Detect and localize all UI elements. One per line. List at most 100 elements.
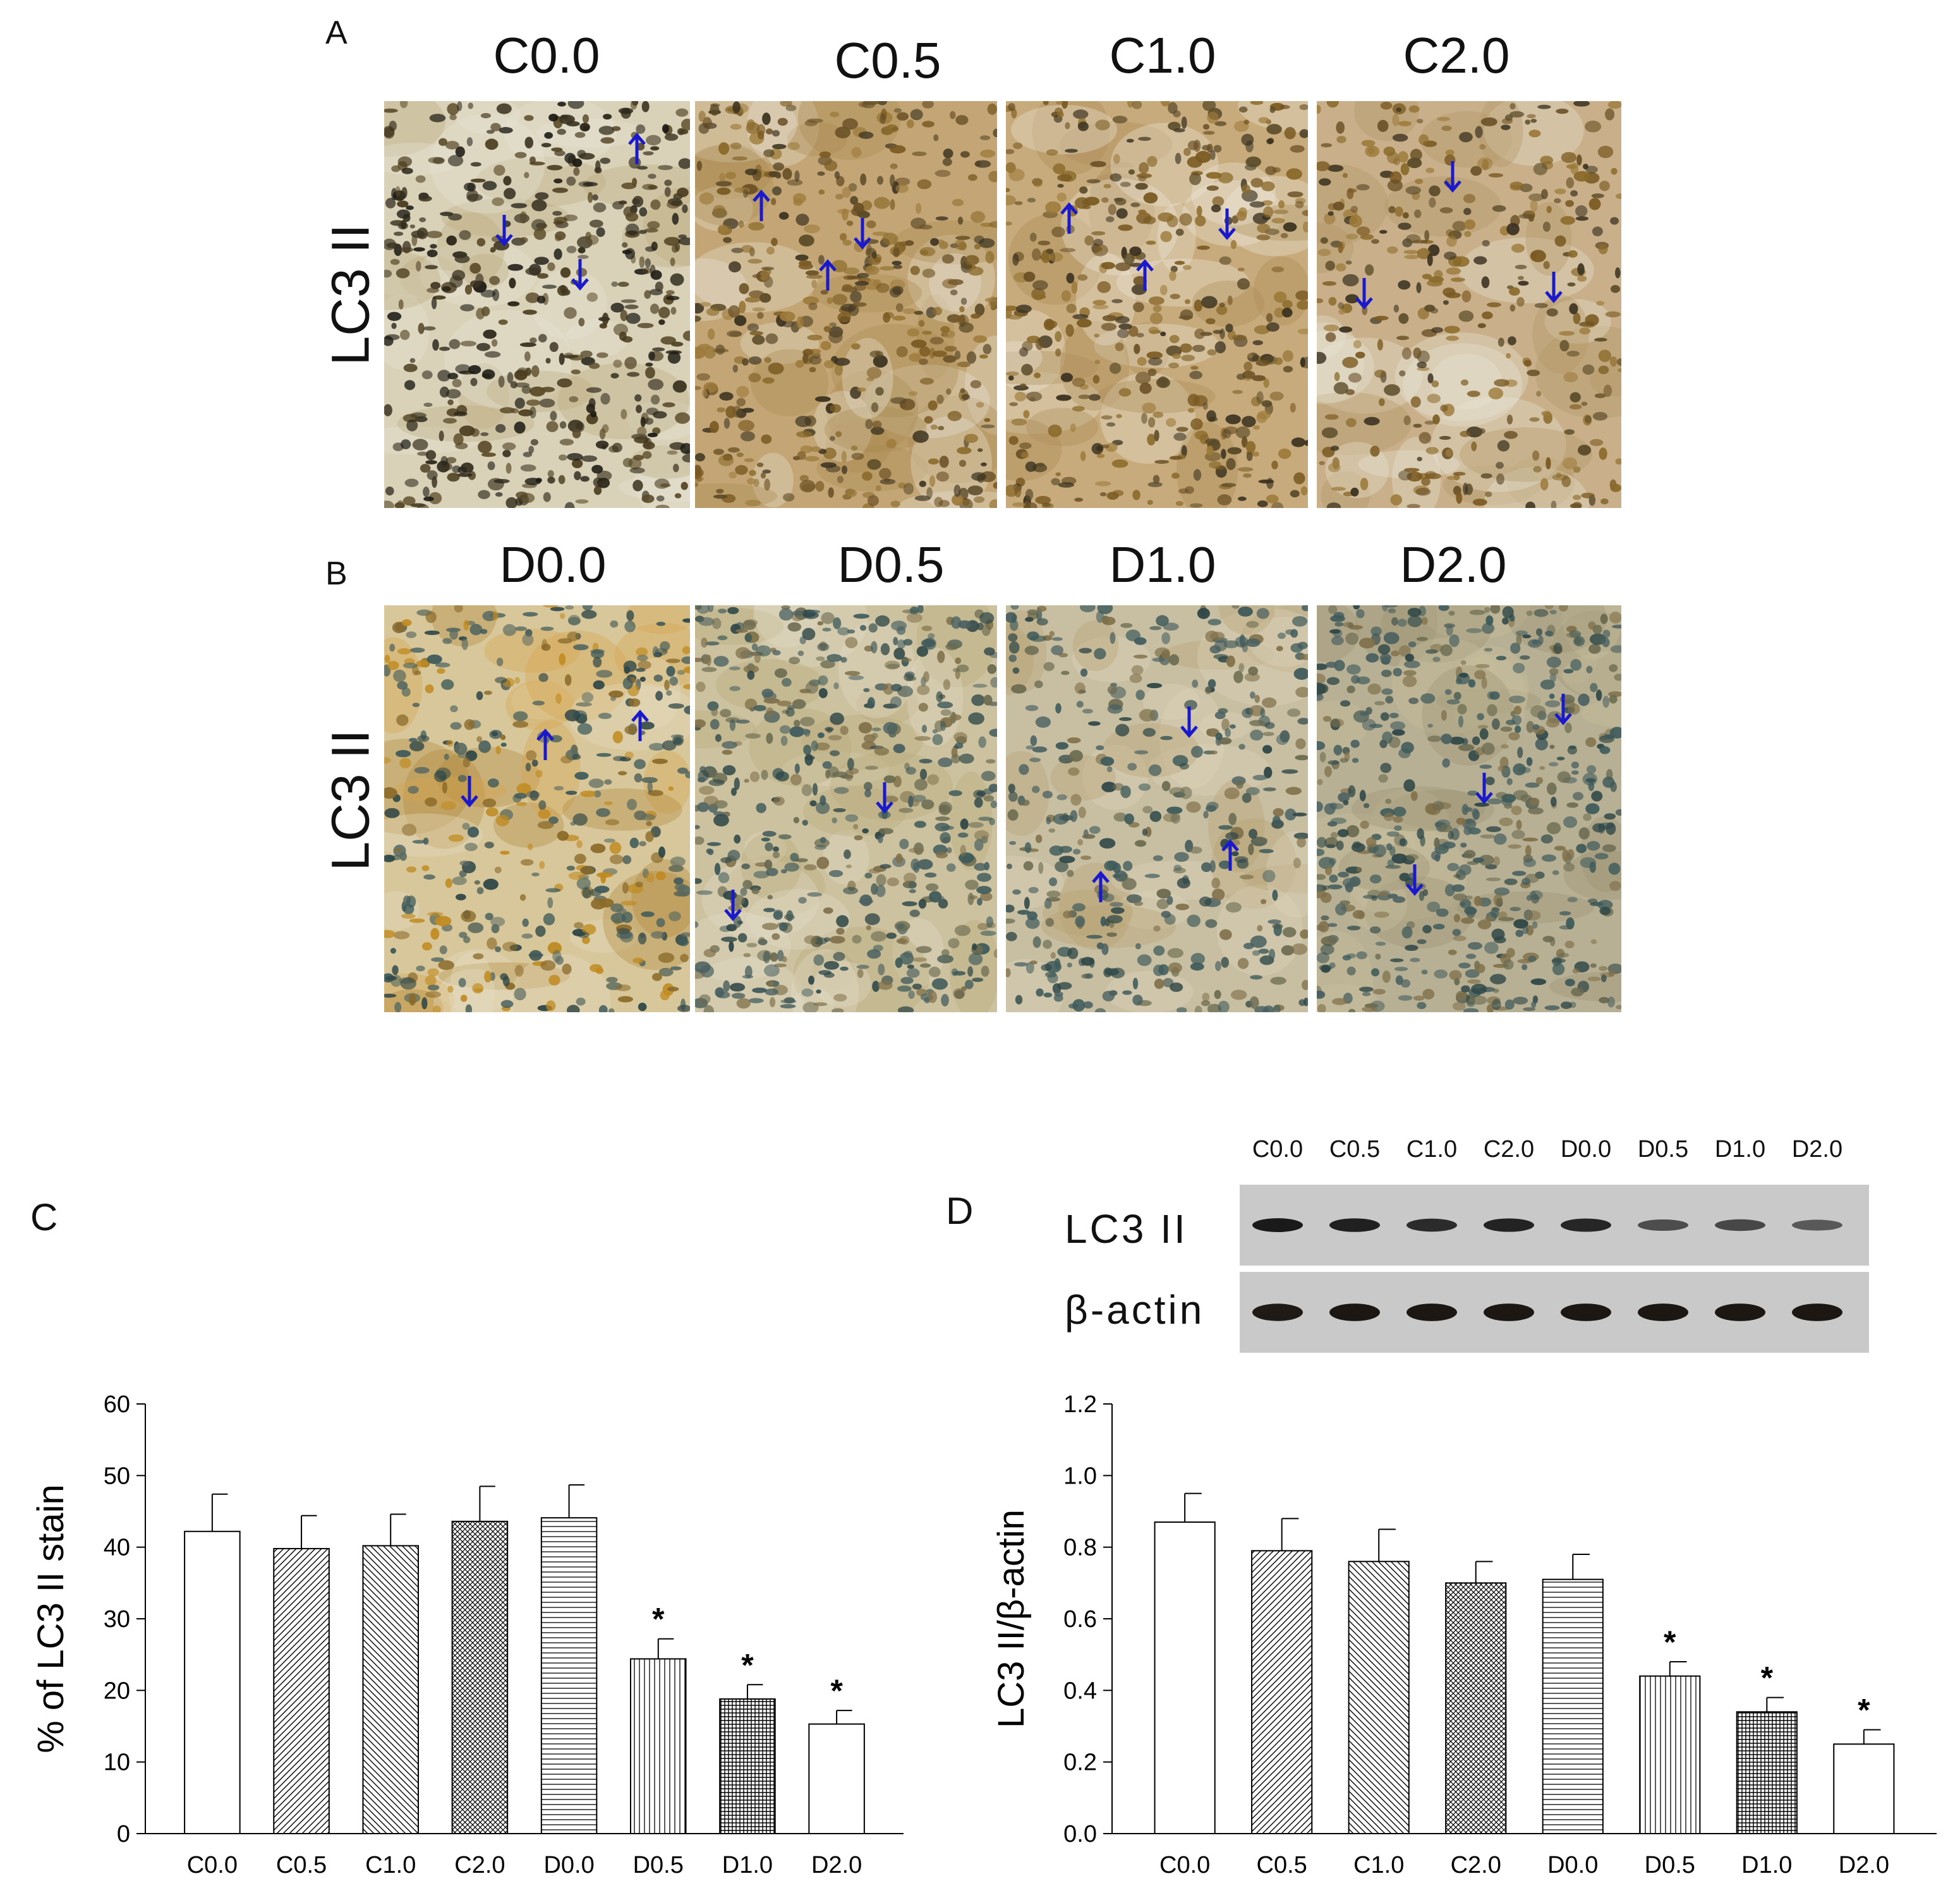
blot-lane-label: C0.0 <box>1252 1136 1304 1163</box>
y-axis-label: LC3 II/β-actin <box>991 1509 1032 1728</box>
bar <box>1736 1711 1798 1834</box>
significance-marker: * <box>830 1673 843 1709</box>
bar <box>1154 1521 1216 1834</box>
micrograph-b-d05 <box>695 605 997 1012</box>
micrograph-a-c00 <box>384 101 690 508</box>
x-tick-label: C0.0 <box>1159 1852 1210 1878</box>
panel-b-col-label-1: D0.0 <box>499 536 607 593</box>
x-tick-label: C0.0 <box>187 1852 238 1878</box>
y-axis-label: % of LC3 II stain <box>30 1484 71 1753</box>
bar-chart-panel-c: 0 10 20 30 40 50 60 % of LC3 II stain C0.0 C0.5 C1… <box>30 1391 904 1878</box>
y-tick-label: 60 <box>104 1391 130 1418</box>
y-tick-label: 0.8 <box>1063 1535 1097 1561</box>
panel-a-col-label-4: C2.0 <box>1403 27 1510 83</box>
significance-marker: * <box>1664 1624 1676 1660</box>
blot-band <box>1792 1219 1842 1231</box>
bar <box>719 1698 776 1834</box>
x-tick-label: D0.0 <box>1547 1852 1598 1878</box>
x-tick-label: C1.0 <box>365 1852 416 1878</box>
panel-b-letter: B <box>325 555 348 592</box>
x-tick-label: C2.0 <box>454 1852 505 1878</box>
panel-a-row-label: LC3 II <box>320 224 380 366</box>
blot-band <box>1715 1303 1765 1321</box>
bar <box>1251 1550 1313 1834</box>
bar <box>1348 1561 1410 1834</box>
western-blot-actin <box>1240 1272 1869 1353</box>
y-tick-label: 0.6 <box>1063 1606 1097 1633</box>
y-tick-label: 0.4 <box>1063 1678 1097 1704</box>
panel-a-col-label-3: C1.0 <box>1109 27 1216 83</box>
blot-band <box>1406 1303 1457 1321</box>
bar <box>1542 1578 1604 1834</box>
x-tick-label: D0.0 <box>543 1852 594 1878</box>
blot-band <box>1792 1303 1842 1321</box>
blot-lane-label: C1.0 <box>1406 1136 1458 1163</box>
blot-lane-label: D0.5 <box>1637 1136 1689 1163</box>
y-tick-label: 0.0 <box>1063 1821 1097 1848</box>
y-tick-label: 1.2 <box>1063 1391 1097 1418</box>
panel-b-col-label-4: D2.0 <box>1400 536 1507 593</box>
x-tick-label: D1.0 <box>1741 1852 1792 1878</box>
micrograph-b-d00 <box>384 605 690 1012</box>
blot-label-actin: β-actin <box>1065 1287 1205 1333</box>
x-tick-label: C0.5 <box>276 1852 327 1878</box>
micrograph-b-d10 <box>1006 605 1308 1012</box>
blot-band <box>1561 1218 1611 1232</box>
micrograph-a-c05 <box>695 101 997 508</box>
y-tick-label: 10 <box>104 1750 130 1776</box>
bar <box>1639 1675 1701 1834</box>
x-tick-label: D2.0 <box>1839 1852 1889 1878</box>
panel-b-row-label: LC3 II <box>320 729 380 871</box>
blot-lane-label: D2.0 <box>1791 1136 1843 1163</box>
panel-a-col-label-2: C0.5 <box>834 32 941 88</box>
micrograph-b-d20 <box>1317 605 1621 1012</box>
significance-marker: * <box>652 1602 665 1637</box>
blot-band <box>1252 1303 1303 1321</box>
panel-b-col-label-3: D1.0 <box>1109 536 1216 593</box>
bar <box>273 1547 330 1834</box>
panel-b-col-label-2: D0.5 <box>837 536 945 593</box>
blot-band <box>1406 1218 1457 1232</box>
x-tick-label: D0.5 <box>633 1852 684 1878</box>
blot-band <box>1329 1218 1380 1232</box>
x-tick-label: D2.0 <box>811 1852 862 1878</box>
bar <box>362 1545 419 1834</box>
y-tick-label: 0.2 <box>1063 1750 1097 1776</box>
micrograph-a-c10 <box>1006 101 1308 508</box>
y-tick-label: 50 <box>104 1463 130 1489</box>
blot-band <box>1252 1218 1303 1232</box>
y-tick-label: 1.0 <box>1063 1463 1097 1489</box>
micrograph-a-c20 <box>1317 101 1621 508</box>
bar <box>1445 1582 1507 1834</box>
y-tick-label: 20 <box>104 1678 130 1704</box>
x-tick-label: D0.5 <box>1645 1852 1695 1878</box>
bar-chart-panel-d: 0.0 0.2 0.4 0.6 0.8 1.0 1.2 LC3 II/β-actin C0.0 C… <box>991 1391 1937 1878</box>
panel-c-letter: C <box>30 1196 58 1238</box>
bar <box>184 1530 241 1834</box>
western-blot-lc3 <box>1240 1185 1869 1266</box>
x-tick-label: D1.0 <box>722 1852 773 1878</box>
y-tick-label: 0 <box>117 1821 130 1848</box>
panel-a-letter: A <box>325 15 348 51</box>
x-tick-label: C0.5 <box>1257 1852 1307 1878</box>
significance-marker: * <box>1858 1693 1870 1728</box>
bar <box>540 1517 598 1834</box>
blot-band <box>1484 1303 1534 1321</box>
y-tick-label: 40 <box>104 1535 130 1561</box>
significance-marker: * <box>1761 1660 1774 1696</box>
y-tick-label: 30 <box>104 1606 130 1633</box>
blot-label-lc3: LC3 II <box>1065 1206 1188 1252</box>
blot-lane-label: D0.0 <box>1560 1136 1612 1163</box>
blot-band <box>1329 1303 1380 1321</box>
significance-marker: * <box>741 1647 754 1683</box>
blot-band <box>1638 1219 1688 1231</box>
blot-band <box>1638 1303 1688 1321</box>
bar <box>1833 1743 1895 1834</box>
blot-band <box>1715 1219 1765 1231</box>
blot-lane-label: D1.0 <box>1714 1136 1766 1163</box>
blot-band <box>1561 1303 1611 1321</box>
panel-d-letter: D <box>946 1190 974 1232</box>
bar <box>451 1520 509 1834</box>
panel-a-col-label-1: C0.0 <box>493 27 600 83</box>
x-tick-label: C1.0 <box>1353 1852 1404 1878</box>
